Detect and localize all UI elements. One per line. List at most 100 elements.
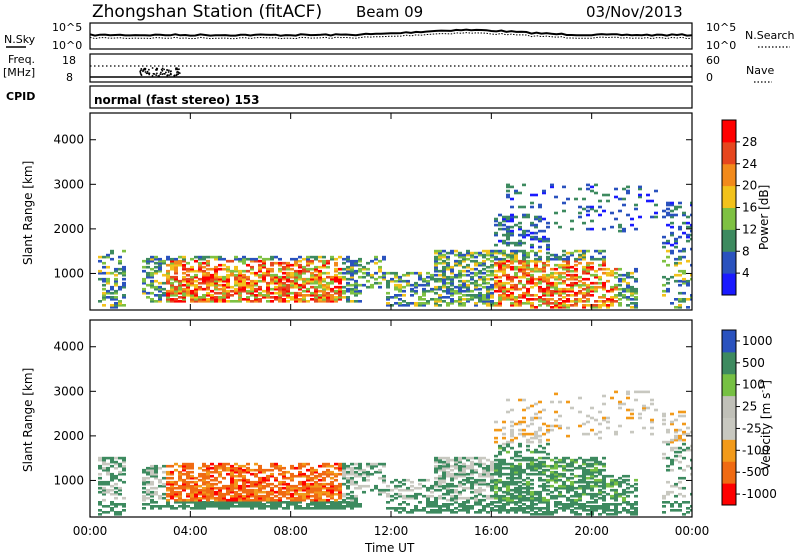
range-time-cell [526, 267, 530, 271]
range-time-cell [250, 265, 254, 269]
range-time-cell [238, 501, 242, 504]
range-time-cell [182, 287, 186, 291]
range-time-cell [106, 253, 110, 257]
range-time-cell [210, 289, 214, 293]
range-time-cell [162, 496, 166, 500]
range-time-cell [314, 494, 318, 498]
range-time-cell [462, 283, 466, 287]
range-time-cell [498, 221, 502, 225]
range-time-cell [238, 291, 242, 295]
range-time-cell [202, 269, 206, 273]
range-time-cell [194, 482, 198, 486]
range-time-cell [586, 291, 590, 295]
range-time-cell [258, 507, 262, 510]
range-time-cell [514, 452, 518, 456]
range-time-cell [402, 285, 406, 289]
range-time-cell [578, 466, 582, 470]
range-time-cell [490, 468, 494, 472]
range-time-cell [486, 281, 490, 285]
range-time-cell [494, 462, 498, 466]
range-time-cell [118, 255, 122, 259]
range-time-cell [234, 480, 238, 484]
range-time-cell [110, 488, 114, 492]
range-time-cell [578, 456, 582, 460]
range-time-cell [490, 507, 494, 510]
range-time-cell [386, 281, 390, 285]
range-time-cell [166, 480, 170, 484]
range-time-cell [550, 257, 554, 261]
range-time-cell [630, 294, 634, 297]
range-time-cell [590, 255, 594, 259]
range-time-cell [166, 263, 170, 267]
range-time-cell [574, 503, 578, 506]
range-time-cell [530, 193, 534, 197]
range-time-cell [254, 505, 258, 508]
range-time-cell [538, 203, 542, 207]
range-time-cell [558, 464, 562, 468]
range-time-cell [490, 460, 494, 464]
range-time-cell [578, 494, 582, 498]
range-time-cell [546, 488, 550, 492]
range-time-cell [426, 478, 430, 482]
range-time-cell [522, 235, 526, 239]
range-time-cell [422, 294, 426, 297]
range-time-cell [450, 468, 454, 472]
power-ylabel: Slant Range [km] [21, 161, 35, 265]
range-time-cell [598, 430, 602, 434]
range-time-cell [454, 273, 458, 277]
range-time-cell [678, 255, 682, 259]
range-time-cell [258, 505, 262, 508]
range-time-cell [214, 296, 218, 299]
range-time-cell [266, 289, 270, 293]
range-time-cell [434, 460, 438, 464]
range-time-cell [258, 263, 262, 267]
range-time-cell [338, 462, 342, 466]
range-time-cell [346, 281, 350, 285]
range-time-cell [538, 279, 542, 283]
range-time-cell [174, 507, 178, 510]
range-time-cell [602, 227, 606, 231]
range-time-cell [150, 298, 154, 301]
range-time-cell [450, 478, 454, 482]
range-time-cell [542, 464, 546, 468]
range-time-cell [254, 462, 258, 466]
range-time-cell [670, 503, 674, 506]
range-time-cell [674, 436, 678, 440]
range-time-cell [630, 298, 634, 301]
range-time-cell [310, 472, 314, 476]
range-time-cell [574, 291, 578, 295]
range-time-cell [218, 464, 222, 468]
range-time-cell [194, 269, 198, 273]
range-time-cell [442, 279, 446, 283]
range-time-cell [234, 265, 238, 269]
range-time-cell [434, 259, 438, 263]
range-time-cell [242, 505, 246, 508]
range-time-cell [338, 275, 342, 279]
range-time-cell [98, 269, 102, 273]
range-time-cell [326, 261, 330, 265]
range-time-cell [110, 460, 114, 464]
range-time-cell [566, 306, 570, 309]
range-time-cell [510, 215, 514, 219]
range-time-cell [154, 470, 158, 474]
range-time-cell [554, 480, 558, 484]
nave-point [167, 71, 170, 73]
range-time-cell [534, 507, 538, 510]
range-time-cell [334, 498, 338, 502]
range-time-cell [150, 486, 154, 490]
range-time-cell [518, 259, 522, 263]
range-time-cell [622, 296, 626, 299]
range-time-cell [154, 261, 158, 265]
range-time-cell [502, 426, 506, 430]
range-time-cell [606, 482, 610, 486]
range-time-cell [438, 298, 442, 301]
range-time-cell [102, 265, 106, 269]
range-time-cell [326, 259, 330, 263]
range-time-cell [498, 498, 502, 502]
range-time-cell [434, 255, 438, 259]
range-time-cell [106, 296, 110, 299]
range-time-cell [358, 474, 362, 478]
range-time-cell [474, 468, 478, 472]
range-time-cell [394, 285, 398, 289]
range-time-cell [178, 279, 182, 283]
